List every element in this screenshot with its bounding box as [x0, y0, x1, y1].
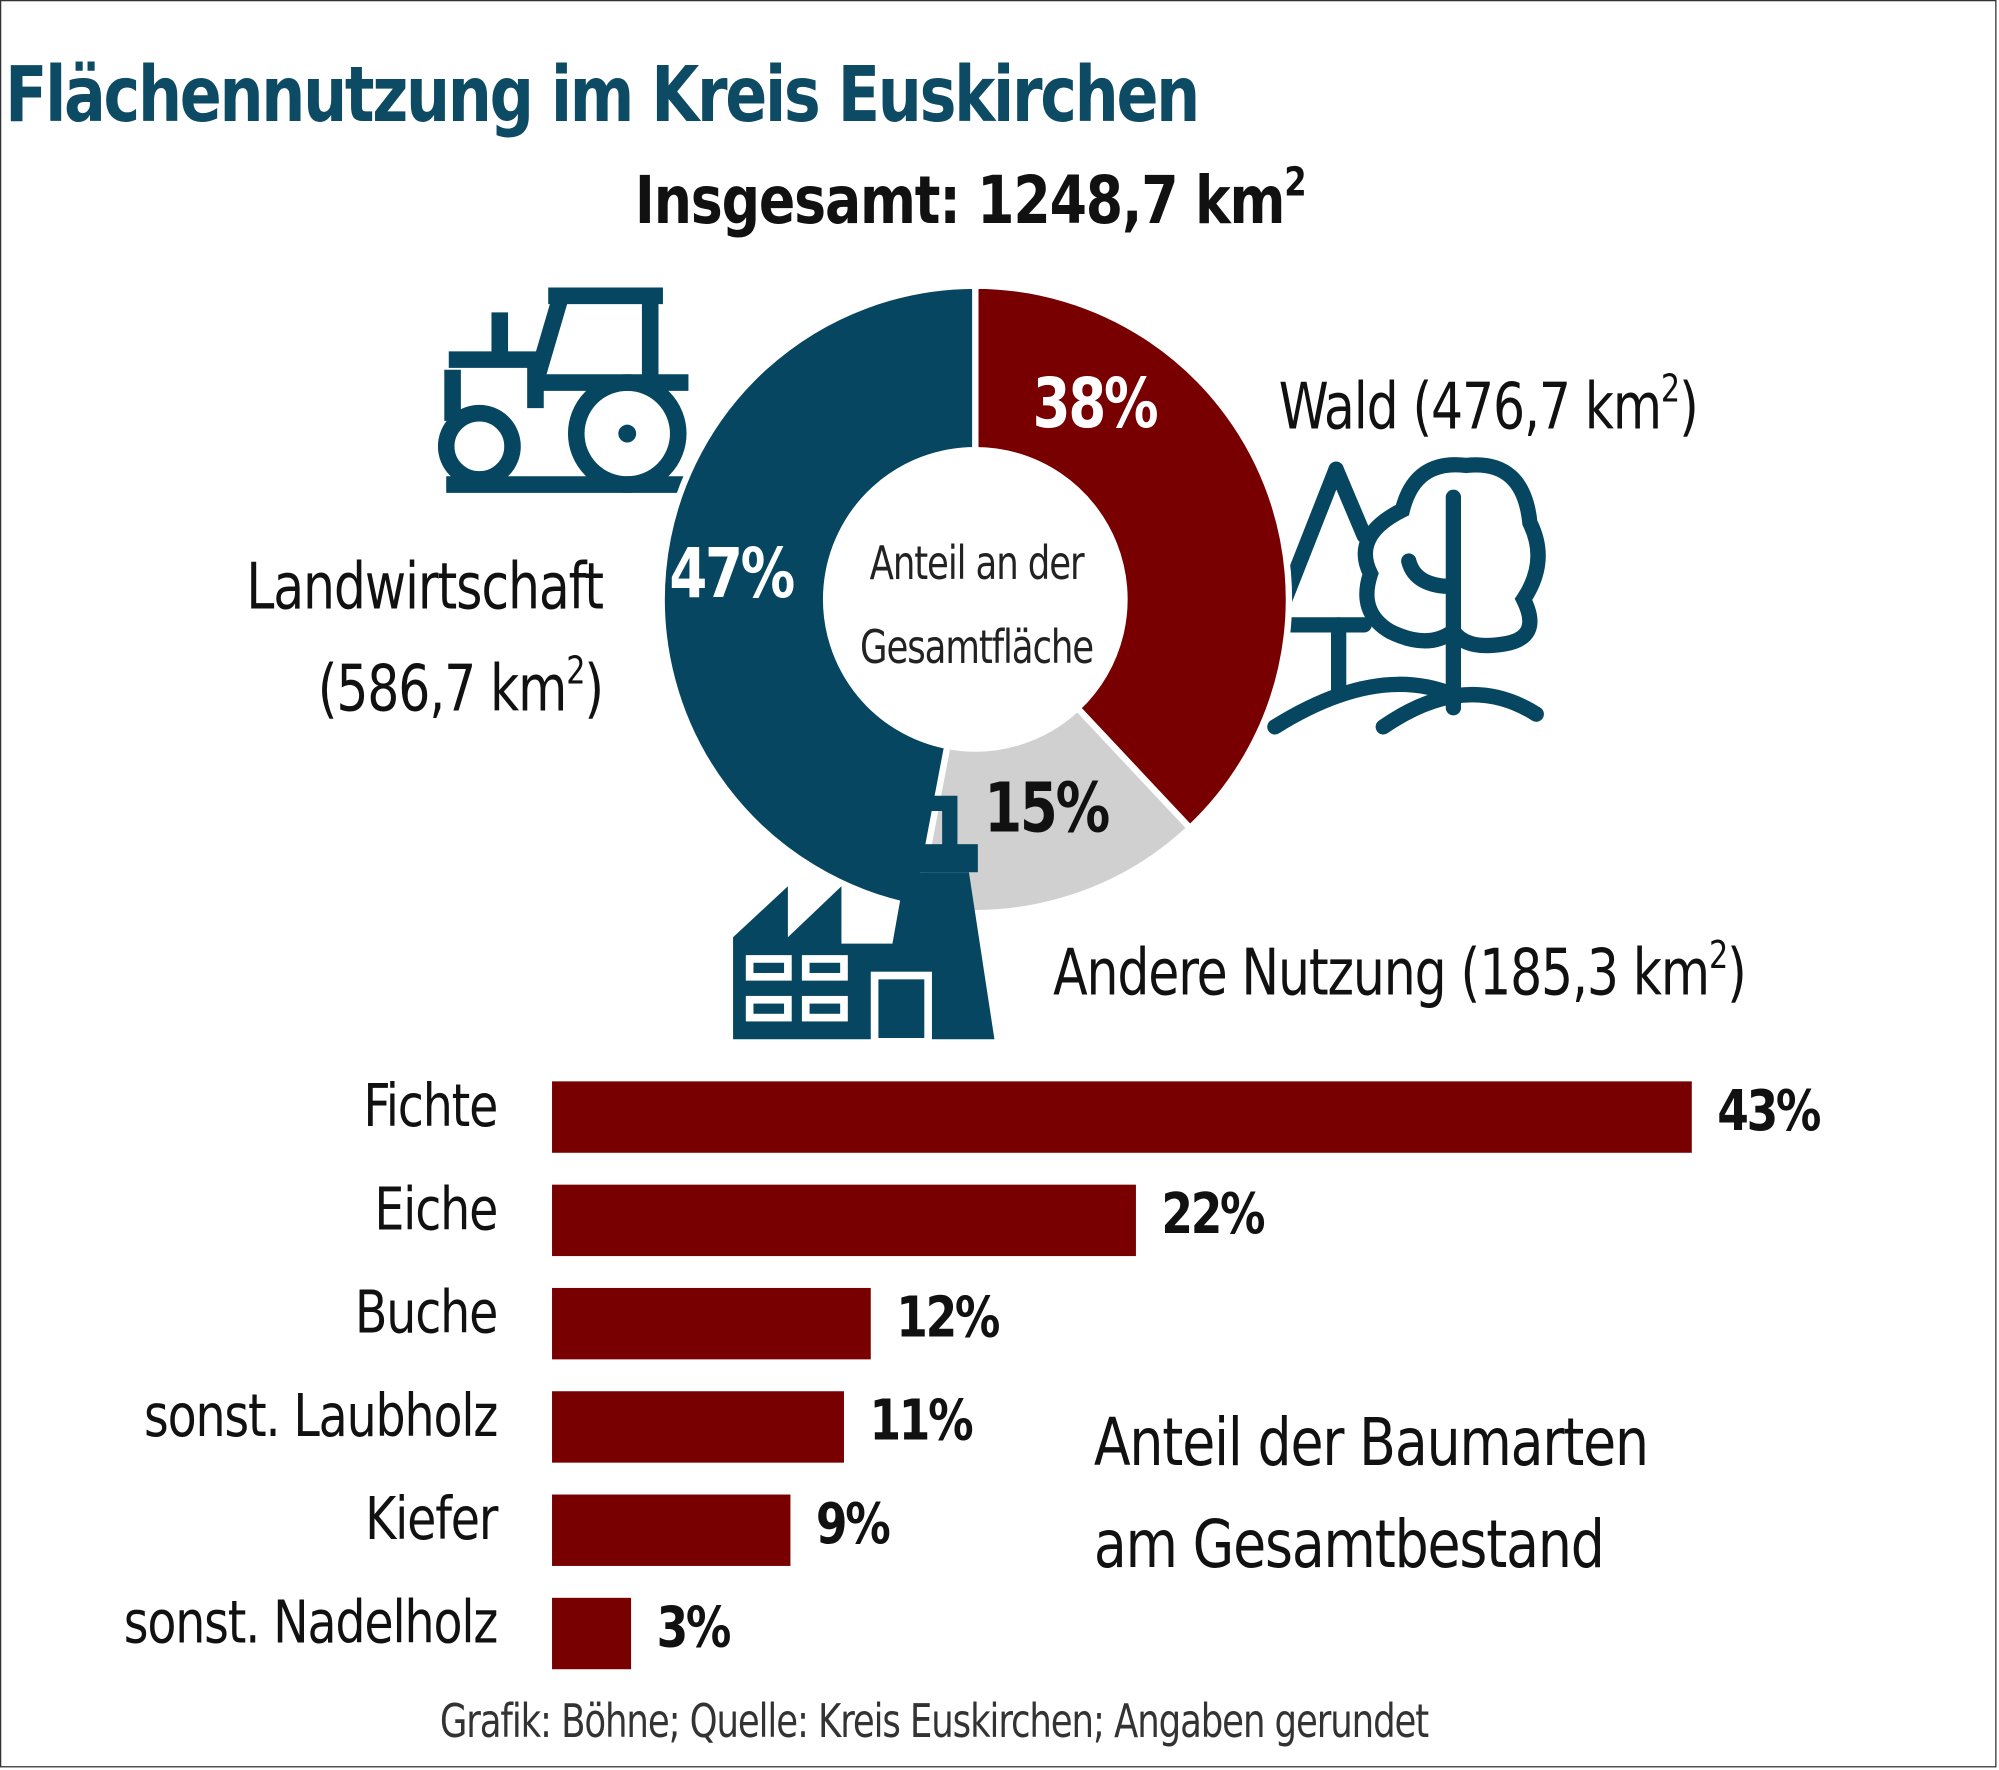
landwirtschaft-name: Landwirtschaft — [246, 549, 604, 624]
tractor-icon — [437, 287, 695, 493]
slice-wald — [972, 282, 1293, 833]
total-area: Insgesamt: 1248,7 km2 — [634, 159, 1307, 240]
unit-sup: 2 — [566, 649, 585, 694]
slice-label-wald: 38% — [1032, 363, 1159, 444]
center-line-2: Gesamtfläche — [860, 622, 1094, 675]
bar-category-label: Buche — [354, 1277, 499, 1347]
bar-chart-title: Anteil der Baumarten am Gesamtbestand — [1093, 1393, 1649, 1597]
bar-category-label: sonst. Nadelholz — [123, 1587, 499, 1657]
legend-wald: Wald (476,7 km2) — [1278, 367, 1699, 444]
page-title: Flächennutzung im Kreis Euskirchen — [5, 51, 1200, 141]
bar-category-label: Kiefer — [365, 1484, 498, 1554]
andere-area: (185,3 km — [1460, 935, 1711, 1010]
bar-buche — [552, 1287, 871, 1360]
total-sup: 2 — [1284, 159, 1306, 206]
wald-area: (476,7 km — [1412, 369, 1662, 444]
wald-name: Wald — [1278, 369, 1399, 444]
bar-value-label: 11% — [869, 1388, 973, 1454]
bar-title-line-2: am Gesamtbestand — [1093, 1507, 1605, 1584]
bar-sonst-nadelholz — [552, 1597, 632, 1670]
bar-title-line-1: Anteil der Baumarten — [1093, 1405, 1649, 1482]
bar-fichte — [552, 1081, 1693, 1153]
tractor-hub — [618, 424, 637, 443]
bar-value-label: 3% — [657, 1595, 732, 1661]
legend-andere: Andere Nutzung (185,3 km2) — [1053, 933, 1747, 1010]
andere-name: Andere Nutzung — [1053, 935, 1447, 1010]
bar-category-label: sonst. Laubholz — [143, 1381, 498, 1450]
slice-label-landwirtschaft: 47% — [669, 533, 795, 614]
factory-icon — [733, 770, 995, 1046]
source-note: Grafik: Böhne; Quelle: Kreis Euskirchen;… — [439, 1696, 1429, 1749]
bar-value-label: 43% — [1717, 1078, 1822, 1144]
total-label: Insgesamt: 1248,7 km — [634, 163, 1286, 240]
donut-center-label: Anteil an der Gesamtfläche — [834, 523, 1119, 691]
slice-landwirtschaft — [658, 282, 979, 912]
landwirtschaft-area: (586,7 km2) — [317, 649, 604, 726]
bar-value-label: 9% — [816, 1491, 891, 1558]
bar-value-label: 22% — [1160, 1182, 1265, 1248]
bar-value-label: 12% — [895, 1285, 1000, 1351]
unit-sup: 2 — [1708, 933, 1728, 979]
slice-label-andere: 15% — [984, 767, 1110, 849]
bar-category-label: Eiche — [374, 1174, 498, 1244]
legend-landwirtschaft: Landwirtschaft (586,7 km2) — [246, 536, 604, 740]
bar-sonst-laubholz — [552, 1391, 844, 1463]
bar-kiefer — [552, 1494, 791, 1566]
unit-sup: 2 — [1660, 367, 1680, 412]
bar-eiche — [552, 1184, 1136, 1257]
center-line-1: Anteil an der — [869, 538, 1085, 591]
bar-category-label: Fichte — [363, 1071, 498, 1141]
trees-icon — [1263, 457, 1546, 735]
landwirtschaft-area-text: (586,7 km — [317, 651, 568, 726]
